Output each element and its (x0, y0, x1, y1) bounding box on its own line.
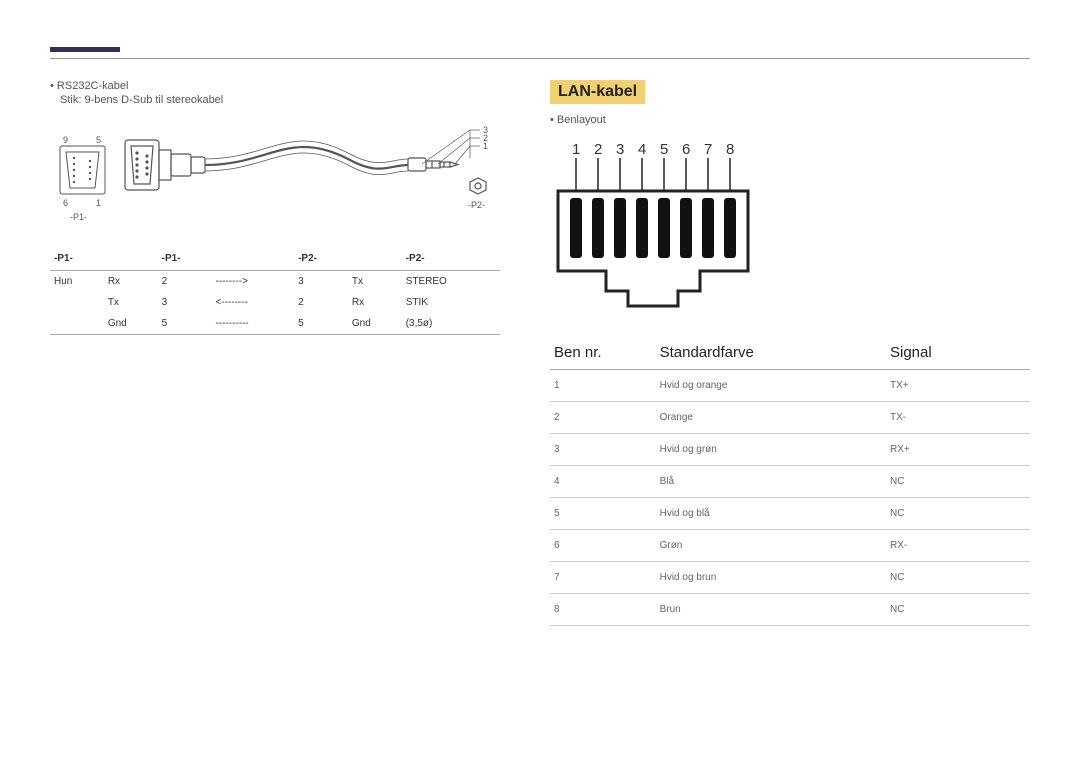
rs232c-sub: Stik: 9-bens D-Sub til stereokabel (60, 94, 500, 106)
pin-hdr-3 (211, 248, 294, 271)
pin-cell: 2 (294, 292, 348, 313)
rj45-pin-8: 8 (726, 141, 734, 158)
jack-p2-label: -P2- (468, 200, 485, 210)
pin-hdr-4: -P2- (294, 248, 348, 271)
pin-cell: 3 (158, 292, 212, 313)
lan-hdr-1: Standardfarve (656, 336, 886, 370)
rj45-pin-5: 5 (660, 141, 668, 158)
pin-cell: Tx (348, 271, 402, 293)
rj45-pin-4: 4 (638, 141, 646, 158)
pinout-table: -P1- -P1- -P2- -P2- Hun Rx 2 --------> 3… (50, 248, 500, 335)
pin-cell: Rx (348, 292, 402, 313)
pin-cell: Tx (104, 292, 158, 313)
pin-cell (50, 292, 104, 313)
lan-cell: 6 (550, 530, 656, 562)
top-border (50, 58, 1030, 59)
lan-cell: 4 (550, 466, 656, 498)
rj45-pin-6: 6 (682, 141, 690, 158)
pin-cell: 5 (158, 313, 212, 335)
lan-cell: TX+ (886, 370, 1030, 402)
lan-cell: NC (886, 562, 1030, 594)
pin-cell: ---------- (211, 313, 294, 335)
dsub-label-1: 1 (96, 198, 101, 208)
rj45-pin-3: 3 (616, 141, 624, 158)
rj45-diagram: 1 2 3 4 5 6 7 8 (550, 136, 1030, 321)
lan-cell: Hvid og brun (656, 562, 886, 594)
lan-cell: NC (886, 594, 1030, 626)
lan-cell: 2 (550, 402, 656, 434)
pin-cell: Gnd (104, 313, 158, 335)
lan-cell: RX- (886, 530, 1030, 562)
lan-cell: 5 (550, 498, 656, 530)
lan-cell: 3 (550, 434, 656, 466)
pin-cell: <-------- (211, 292, 294, 313)
lan-cell: Blå (656, 466, 886, 498)
lan-cell: NC (886, 466, 1030, 498)
pin-cell: 3 (294, 271, 348, 293)
lan-cell: Hvid og blå (656, 498, 886, 530)
pin-cell: Rx (104, 271, 158, 293)
lan-cell: 1 (550, 370, 656, 402)
pin-cell: 5 (294, 313, 348, 335)
rj45-pin-1: 1 (572, 141, 580, 158)
lan-cell: NC (886, 498, 1030, 530)
dsub-label-9: 9 (63, 135, 68, 145)
pin-hdr-1 (104, 248, 158, 271)
pin-cell: 2 (158, 271, 212, 293)
rs232c-bullet: RS232C-kabel (50, 80, 500, 92)
pin-cell: STIK (402, 292, 500, 313)
lan-heading: LAN-kabel (550, 80, 645, 104)
dsub-label-5: 5 (96, 135, 101, 145)
lan-cell: 8 (550, 594, 656, 626)
rj45-pin-2: 2 (594, 141, 602, 158)
pin-hdr-6: -P2- (402, 248, 500, 271)
pin-cell: Gnd (348, 313, 402, 335)
pin-hdr-0: -P1- (50, 248, 104, 271)
dsub-label-6: 6 (63, 198, 68, 208)
dsub-p1-label: -P1- (70, 212, 87, 222)
lan-pinout-table: Ben nr. Standardfarve Signal 1Hvid og or… (550, 336, 1030, 626)
pin-hdr-5 (348, 248, 402, 271)
lan-cell: Hvid og grøn (656, 434, 886, 466)
right-column: LAN-kabel Benlayout 1 2 3 4 5 6 7 8 (550, 80, 1030, 626)
pin-hdr-2: -P1- (158, 248, 212, 271)
cable-diagram: 9 5 6 1 -P1- (50, 118, 500, 233)
lan-cell: 7 (550, 562, 656, 594)
lan-cell: Grøn (656, 530, 886, 562)
lan-cell: Orange (656, 402, 886, 434)
pin-cell: STEREO (402, 271, 500, 293)
rj45-pin-7: 7 (704, 141, 712, 158)
lan-hdr-2: Signal (886, 336, 1030, 370)
pin-cell: --------> (211, 271, 294, 293)
accent-bar (50, 47, 120, 52)
lan-cell: Hvid og orange (656, 370, 886, 402)
pin-cell (50, 313, 104, 335)
benlayout-bullet: Benlayout (550, 114, 1030, 126)
pin-cell: (3,5ø) (402, 313, 500, 335)
left-column: RS232C-kabel Stik: 9-bens D-Sub til ster… (50, 80, 500, 626)
pin-cell: Hun (50, 271, 104, 293)
lan-cell: Brun (656, 594, 886, 626)
lan-cell: TX- (886, 402, 1030, 434)
jack-label-1: 1 (483, 141, 488, 151)
lan-hdr-0: Ben nr. (550, 336, 656, 370)
lan-cell: RX+ (886, 434, 1030, 466)
